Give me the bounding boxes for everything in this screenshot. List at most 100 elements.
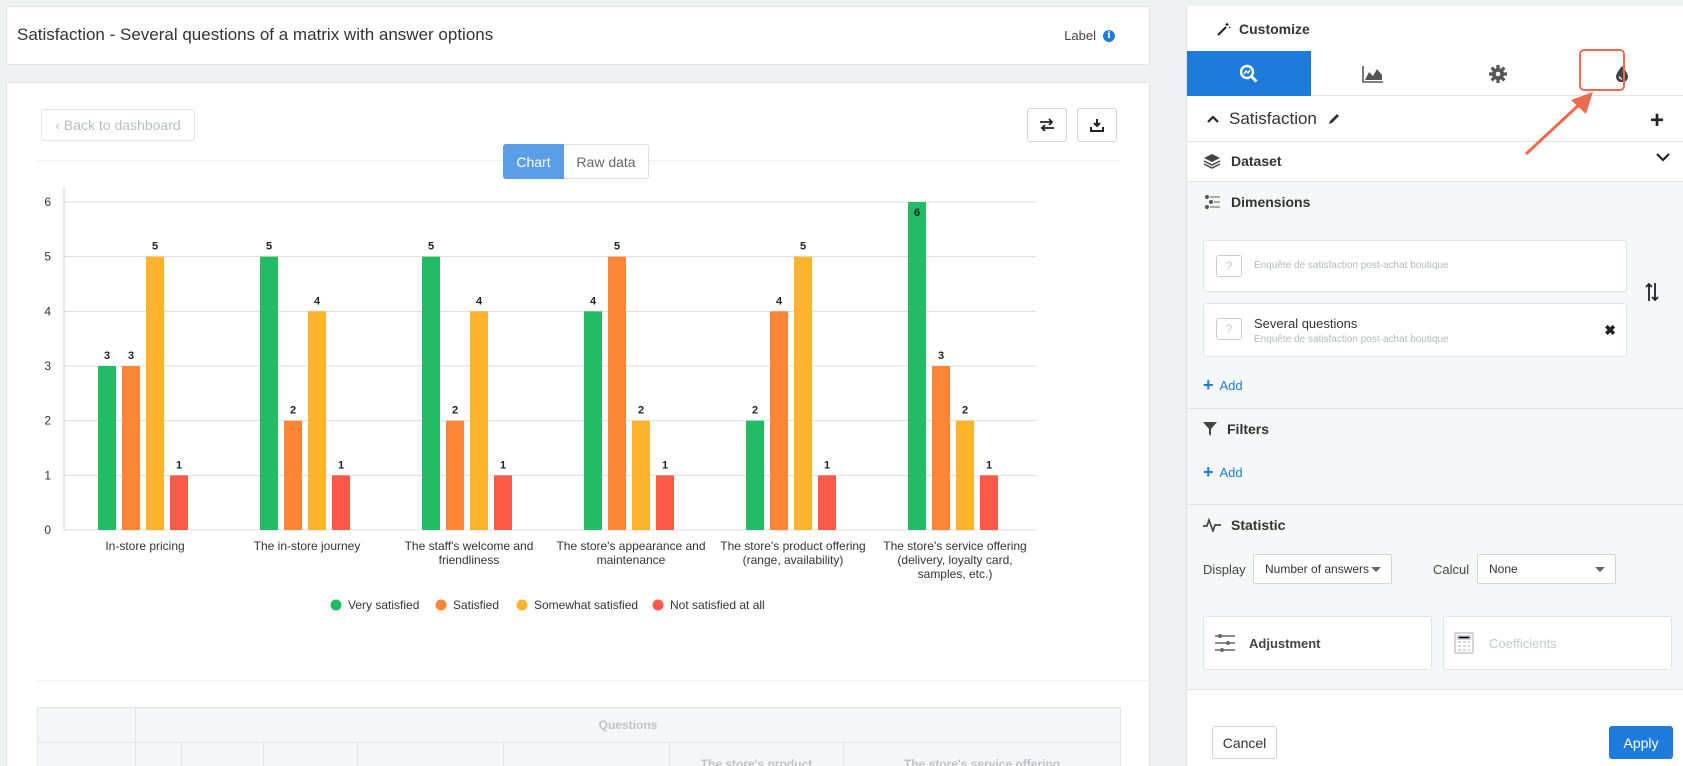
highlight-box <box>1578 49 1625 91</box>
calcul-select[interactable]: None <box>1477 554 1616 584</box>
back-to-dashboard-button[interactable]: ‹ Back to dashboard <box>41 109 195 141</box>
chart-card: ‹ Back to dashboard Chart Raw data 0 1 2 3 4… <box>6 82 1150 766</box>
statistic-header: Statistic <box>1203 517 1285 533</box>
apply-button[interactable]: Apply <box>1609 726 1673 759</box>
tab-settings[interactable] <box>1436 51 1560 96</box>
legend-label: Somewhat satisfied <box>534 598 638 612</box>
table-cell <box>135 742 182 766</box>
dimensions-section: Dimensions ? Enquête de satisfaction pos… <box>1187 182 1683 409</box>
caret-down-icon <box>1371 567 1381 572</box>
customize-header: Customize <box>1187 6 1683 51</box>
dimension-item[interactable]: ? Enquête de satisfaction post-achat bou… <box>1203 240 1627 292</box>
x-tick-label: The store's product offering <box>720 539 865 553</box>
y-tick-label: 0 <box>44 523 51 537</box>
table-cell <box>37 742 136 766</box>
analysis-icon <box>1239 64 1258 83</box>
tab-chart-type[interactable] <box>1311 51 1435 96</box>
data-label: 2 <box>290 405 296 417</box>
raw-data-table: Questions The store's product The store'… <box>37 707 1121 766</box>
x-tick-label: (delivery, loyalty card, <box>897 553 1012 567</box>
dimension-item[interactable]: ? Several questions Enquête de satisfact… <box>1203 303 1627 357</box>
filters-header: Filters <box>1203 421 1269 437</box>
bar <box>608 256 626 530</box>
bar <box>98 366 116 530</box>
y-tick-label: 4 <box>44 304 51 318</box>
page-title: Satisfaction - Several questions of a ma… <box>17 25 494 44</box>
tab-colors[interactable] <box>1560 49 1683 96</box>
dataset-section[interactable]: Dataset <box>1187 142 1683 182</box>
data-label: 1 <box>824 459 830 471</box>
divider <box>37 680 1149 681</box>
bar <box>932 366 950 530</box>
bar <box>980 475 998 530</box>
filters-title: Filters <box>1227 421 1270 437</box>
plus-icon: + <box>1203 462 1214 482</box>
bar <box>632 420 650 530</box>
label-text: Label <box>1064 28 1096 43</box>
tab-chart[interactable]: Chart <box>503 144 564 179</box>
data-label: 4 <box>776 295 783 307</box>
panel-tabs <box>1187 49 1683 96</box>
x-tick-label: (range, availability) <box>743 553 844 567</box>
data-label: 1 <box>986 459 992 471</box>
customize-panel: Customize Satisfaction + Dataset Dime <box>1186 6 1683 766</box>
dimension-subtitle: Enquête de satisfaction post-achat bouti… <box>1254 334 1449 345</box>
bar <box>584 311 602 530</box>
legend-label: Not satisfied at all <box>670 598 765 612</box>
add-section-button[interactable]: + <box>1649 107 1664 134</box>
calculator-icon <box>1454 632 1474 654</box>
question-icon: ? <box>1216 255 1242 277</box>
sort-icon[interactable] <box>1645 282 1659 302</box>
data-label: 3 <box>128 350 134 362</box>
data-label: 6 <box>914 207 920 219</box>
chevron-down-icon[interactable] <box>1656 152 1670 162</box>
bar <box>170 475 188 530</box>
coefficients-button[interactable]: Coefficients <box>1443 616 1672 670</box>
chevron-up-icon[interactable] <box>1207 115 1219 123</box>
tab-analysis[interactable] <box>1187 51 1312 96</box>
data-label: 4 <box>314 295 321 307</box>
drop-icon <box>1615 65 1628 82</box>
dimensions-icon <box>1205 195 1220 209</box>
adjustment-button[interactable]: Adjustment <box>1203 616 1432 670</box>
sliders-icon <box>1215 634 1235 652</box>
dimension-title: Several questions <box>1254 316 1358 331</box>
table-column-header: The store's service offering <box>843 742 1121 766</box>
data-label: 4 <box>590 295 597 307</box>
download-button[interactable] <box>1077 108 1117 142</box>
data-label: 5 <box>152 241 158 253</box>
area-chart-icon <box>1362 65 1384 83</box>
x-tick-label: The store's appearance and <box>556 539 705 553</box>
tab-raw-data[interactable]: Raw data <box>564 144 649 179</box>
pencil-icon[interactable] <box>1327 112 1341 126</box>
view-switch: Chart Raw data <box>503 144 649 179</box>
legend-swatch <box>516 599 528 611</box>
remove-dimension-icon[interactable]: ✖ <box>1604 322 1616 338</box>
add-dimension-link[interactable]: + Add <box>1203 375 1243 396</box>
data-label: 5 <box>428 241 434 253</box>
table-corner-cell <box>37 707 136 743</box>
add-filter-link[interactable]: + Add <box>1203 462 1243 483</box>
legend-swatch <box>330 599 342 611</box>
cancel-button[interactable]: Cancel <box>1212 726 1277 759</box>
bar <box>494 475 512 530</box>
label-toggle[interactable]: Label i <box>1064 28 1115 43</box>
bar <box>332 475 350 530</box>
bar <box>746 420 764 530</box>
data-label: 2 <box>962 405 968 417</box>
bar <box>794 256 812 530</box>
table-cell <box>357 742 504 766</box>
table-group-header: Questions <box>135 707 1121 743</box>
info-icon[interactable]: i <box>1103 29 1115 42</box>
layers-icon <box>1203 154 1221 169</box>
x-tick-label: maintenance <box>597 553 666 567</box>
bar <box>122 366 140 530</box>
coefficients-label: Coefficients <box>1489 635 1557 651</box>
data-label: 4 <box>476 295 483 307</box>
display-select[interactable]: Number of answers <box>1253 554 1392 584</box>
data-label: 5 <box>614 241 620 253</box>
data-label: 2 <box>638 405 644 417</box>
data-label: 1 <box>338 459 344 471</box>
data-label: 1 <box>662 459 668 471</box>
swap-axes-button[interactable] <box>1027 108 1067 142</box>
